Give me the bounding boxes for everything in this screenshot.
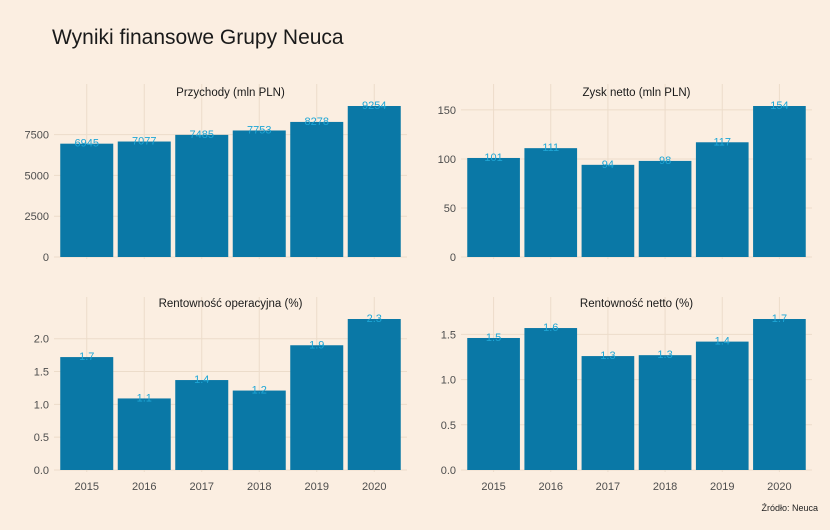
bar-2020	[347, 106, 401, 257]
x-tick-label: 2019	[305, 481, 329, 493]
bar-value-label: 94	[602, 159, 614, 171]
bar-2020	[753, 106, 806, 257]
bar-value-label: 6945	[75, 138, 99, 150]
bar-2016	[117, 141, 171, 257]
bar-2017	[581, 164, 635, 257]
y-tick-label: 7500	[25, 130, 49, 142]
bar-value-label: 117	[713, 136, 731, 148]
source-note: Źródło: Neuca	[761, 503, 818, 513]
bar-value-label: 1.1	[137, 392, 152, 404]
x-tick-label: 2018	[247, 481, 271, 493]
y-tick-label: 1.0	[441, 375, 456, 387]
bar-value-label: 1.4	[715, 336, 730, 348]
y-tick-label: 150	[438, 105, 456, 117]
y-tick-label: 0.5	[441, 420, 456, 432]
bar-value-label: 1.9	[309, 339, 324, 351]
y-tick-label: 2500	[25, 211, 49, 223]
bar-value-label: 1.2	[252, 385, 267, 397]
bar-value-label: 1.7	[79, 351, 94, 363]
bar-value-label: 8278	[305, 116, 329, 128]
y-tick-label: 1.5	[34, 367, 49, 379]
bar-value-label: 1.7	[772, 313, 787, 325]
x-tick-label: 2020	[362, 481, 386, 493]
bar-2018	[232, 390, 286, 470]
x-tick-label: 2018	[653, 481, 677, 493]
panel-title: Rentowność operacyjna (%)	[159, 298, 303, 310]
bar-2019	[290, 345, 344, 470]
y-tick-label: 0.0	[441, 465, 456, 477]
y-tick-label: 0.5	[34, 432, 49, 444]
bar-value-label: 1.5	[486, 332, 501, 344]
panel-title: Rentowność netto (%)	[580, 298, 693, 310]
y-tick-label: 1.5	[441, 329, 456, 341]
bar-2018	[638, 160, 692, 257]
bar-2015	[60, 357, 114, 470]
x-tick-label: 2016	[132, 481, 156, 493]
bar-value-label: 7485	[190, 129, 214, 141]
bar-2015	[467, 157, 520, 257]
bar-2016	[117, 398, 171, 470]
x-tick-label: 2015	[75, 481, 99, 493]
bar-value-label: 101	[484, 152, 502, 164]
bar-value-label: 2.3	[367, 313, 382, 325]
x-tick-label: 2016	[539, 481, 563, 493]
y-tick-label: 5000	[25, 170, 49, 182]
bar-2016	[524, 328, 578, 470]
y-tick-label: 50	[444, 203, 456, 215]
bar-2019	[290, 121, 344, 257]
bar-2018	[232, 130, 286, 257]
bar-2017	[175, 380, 229, 470]
bar-2017	[175, 134, 229, 257]
x-tick-label: 2017	[596, 481, 620, 493]
y-tick-label: 100	[438, 154, 456, 166]
panel-title: Zysk netto (mln PLN)	[583, 87, 691, 99]
chart-title: Wyniki finansowe Grupy Neuca	[52, 26, 344, 49]
bar-value-label: 154	[770, 100, 788, 112]
bar-2020	[753, 319, 806, 470]
y-tick-label: 0	[450, 252, 456, 264]
bar-value-label: 111	[542, 142, 559, 154]
x-tick-label: 2017	[190, 481, 214, 493]
y-tick-label: 2.0	[34, 334, 49, 346]
bar-2019	[695, 142, 749, 257]
bar-2015	[467, 337, 520, 470]
y-tick-label: 0	[43, 252, 49, 264]
bar-value-label: 1.6	[543, 322, 558, 334]
x-tick-label: 2015	[481, 481, 505, 493]
bar-2020	[347, 319, 401, 470]
bar-value-label: 1.3	[657, 349, 672, 361]
y-tick-label: 0.0	[34, 465, 49, 477]
bar-2015	[60, 143, 114, 257]
bar-value-label: 98	[659, 155, 671, 167]
x-tick-label: 2020	[767, 481, 791, 493]
bar-2016	[524, 148, 578, 257]
bar-value-label: 7753	[247, 124, 271, 136]
bar-value-label: 1.3	[600, 350, 615, 362]
panel-title: Przychody (mln PLN)	[176, 87, 285, 99]
bar-2017	[581, 356, 635, 470]
bar-2018	[638, 355, 692, 470]
bar-2019	[695, 341, 749, 470]
bar-value-label: 9254	[362, 100, 386, 112]
y-tick-label: 1.0	[34, 399, 49, 411]
bar-value-label: 1.4	[194, 374, 209, 386]
x-tick-label: 2019	[710, 481, 734, 493]
bar-value-label: 7077	[132, 136, 156, 148]
